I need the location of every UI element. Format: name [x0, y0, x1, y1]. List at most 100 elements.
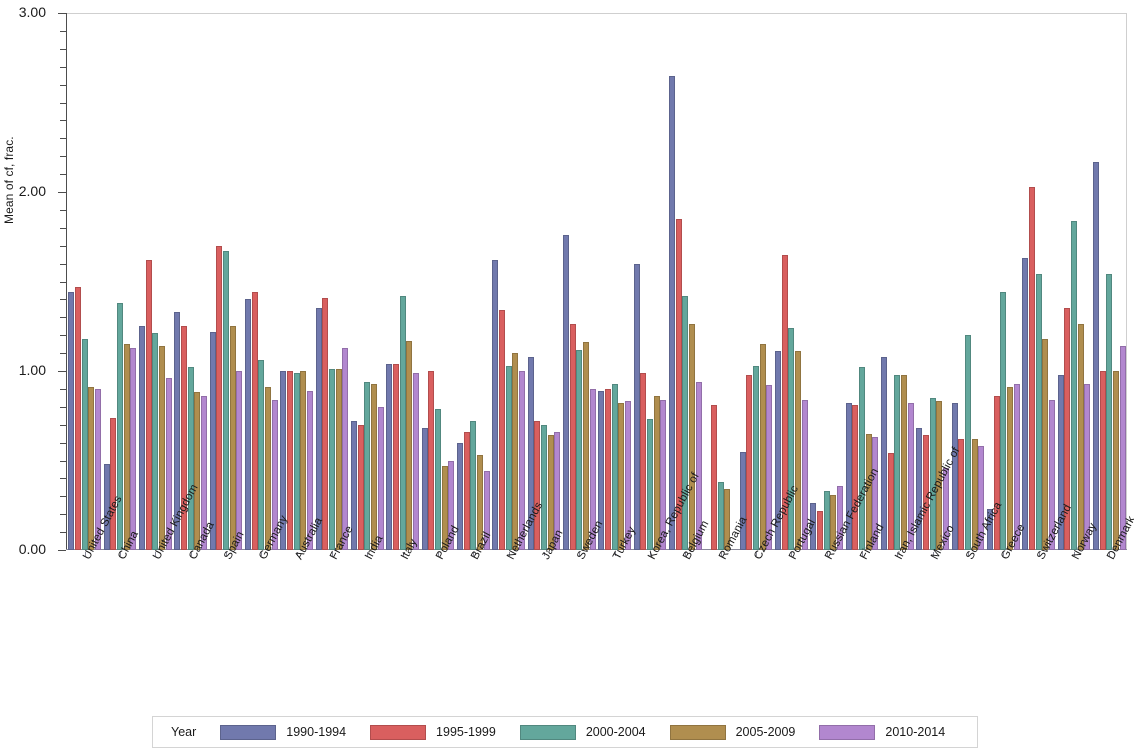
bar[interactable] — [576, 349, 583, 550]
bar[interactable] — [569, 324, 576, 550]
bar[interactable] — [1064, 308, 1071, 550]
bar[interactable] — [682, 295, 689, 550]
bar[interactable] — [110, 417, 117, 550]
bar[interactable] — [810, 503, 817, 550]
bar[interactable] — [448, 460, 455, 550]
bar[interactable] — [845, 403, 852, 550]
bar[interactable] — [788, 328, 795, 550]
bar[interactable] — [540, 424, 547, 550]
bar[interactable] — [936, 401, 943, 550]
bar[interactable] — [236, 371, 243, 550]
bar[interactable] — [907, 403, 914, 550]
bar[interactable] — [216, 245, 223, 550]
bar[interactable] — [605, 388, 612, 550]
legend-item[interactable]: 1990-1994 — [220, 724, 346, 740]
bar[interactable] — [377, 406, 384, 550]
bar[interactable] — [476, 455, 483, 550]
bar[interactable] — [646, 419, 653, 550]
bar[interactable] — [300, 371, 307, 550]
bar[interactable] — [881, 356, 888, 550]
bar[interactable] — [158, 345, 165, 550]
bar[interactable] — [322, 297, 329, 550]
bar[interactable] — [123, 344, 130, 550]
bar[interactable] — [335, 369, 342, 550]
bar[interactable] — [759, 344, 766, 550]
bar[interactable] — [817, 510, 824, 550]
bar[interactable] — [209, 331, 216, 550]
bar[interactable] — [165, 378, 172, 550]
bar[interactable] — [280, 371, 287, 550]
bar[interactable] — [801, 399, 808, 550]
bar[interactable] — [264, 387, 271, 550]
bar[interactable] — [370, 383, 377, 550]
bar[interactable] — [1013, 383, 1020, 550]
bar[interactable] — [929, 397, 936, 550]
bar[interactable] — [1022, 258, 1029, 550]
bar[interactable] — [357, 424, 364, 550]
bar[interactable] — [1077, 324, 1084, 550]
bar[interactable] — [200, 396, 207, 550]
bar[interactable] — [229, 326, 236, 550]
bar[interactable] — [653, 396, 660, 550]
bar[interactable] — [116, 302, 123, 550]
bar[interactable] — [88, 387, 95, 550]
bar[interactable] — [830, 494, 837, 550]
bar[interactable] — [958, 439, 965, 550]
bar[interactable] — [971, 439, 978, 550]
bar[interactable] — [1048, 399, 1055, 550]
bar[interactable] — [775, 351, 782, 550]
bar[interactable] — [287, 371, 294, 550]
bar[interactable] — [75, 286, 82, 550]
bar[interactable] — [406, 340, 413, 550]
bar[interactable] — [293, 372, 300, 550]
bar[interactable] — [618, 403, 625, 550]
bar[interactable] — [766, 385, 773, 550]
bar[interactable] — [518, 371, 525, 550]
bar[interactable] — [483, 471, 490, 550]
bar[interactable] — [1070, 220, 1077, 550]
bar[interactable] — [1106, 274, 1113, 550]
bar[interactable] — [942, 467, 949, 550]
bar[interactable] — [1093, 161, 1100, 550]
bar[interactable] — [512, 353, 519, 550]
bar[interactable] — [251, 292, 258, 550]
bar[interactable] — [393, 363, 400, 550]
bar[interactable] — [1112, 371, 1119, 550]
bar[interactable] — [351, 421, 358, 550]
bar[interactable] — [752, 365, 759, 550]
legend-item[interactable]: 2000-2004 — [519, 724, 646, 740]
bar[interactable] — [68, 292, 75, 550]
bar[interactable] — [695, 381, 702, 550]
bar[interactable] — [315, 308, 322, 550]
bar[interactable] — [187, 367, 194, 550]
bar[interactable] — [987, 508, 994, 550]
bar[interactable] — [258, 360, 265, 550]
bar[interactable] — [470, 421, 477, 550]
bar[interactable] — [1035, 274, 1042, 550]
bar[interactable] — [399, 295, 406, 550]
bar[interactable] — [711, 405, 718, 550]
bar[interactable] — [505, 365, 512, 550]
bar[interactable] — [81, 338, 88, 550]
bar[interactable] — [872, 437, 879, 550]
bar[interactable] — [563, 234, 570, 550]
bar[interactable] — [364, 381, 371, 550]
bar[interactable] — [624, 401, 631, 550]
bar[interactable] — [746, 374, 753, 550]
bar[interactable] — [978, 446, 985, 550]
bar[interactable] — [1119, 345, 1126, 550]
bar[interactable] — [823, 490, 830, 550]
bar[interactable] — [1042, 338, 1049, 550]
bar[interactable] — [589, 388, 596, 550]
bar[interactable] — [916, 428, 923, 550]
bar[interactable] — [547, 435, 554, 550]
bar[interactable] — [103, 464, 110, 550]
bar[interactable] — [1084, 383, 1091, 550]
bar[interactable] — [222, 251, 229, 550]
bar[interactable] — [794, 351, 801, 550]
bar[interactable] — [598, 390, 605, 550]
bar[interactable] — [152, 333, 159, 550]
bar[interactable] — [457, 442, 464, 550]
bar[interactable] — [139, 326, 146, 550]
legend-item[interactable]: 1995-1999 — [370, 724, 496, 740]
